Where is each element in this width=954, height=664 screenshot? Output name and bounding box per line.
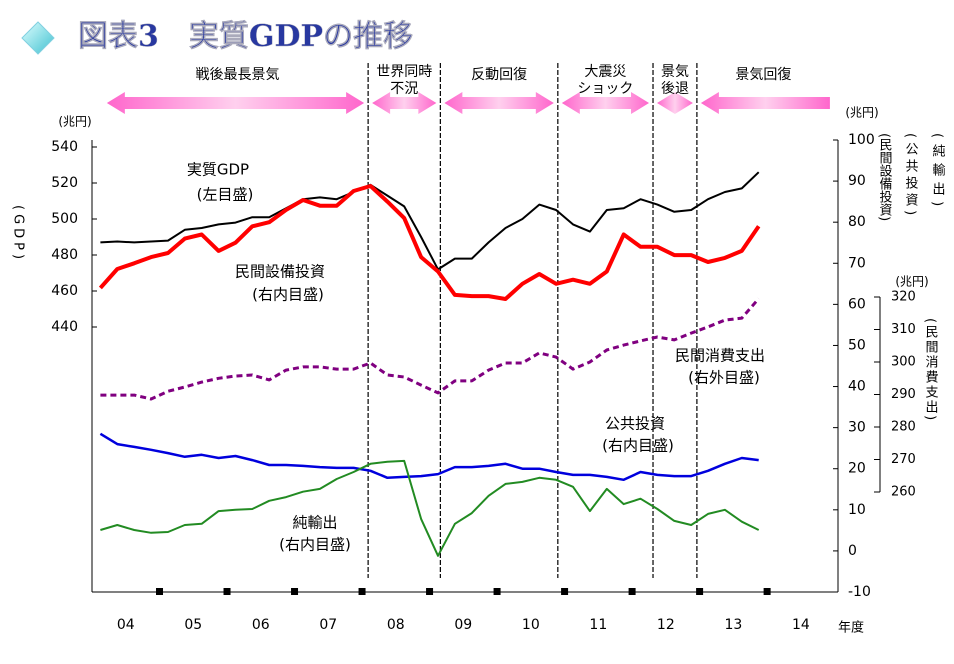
y2-label: (純輸出) — [930, 133, 946, 212]
y3-tick-label: 300 — [891, 355, 916, 370]
period-label: 世界同時 — [376, 64, 432, 80]
y-tick-label: 480 — [51, 247, 78, 263]
x-tick-label: 04 — [117, 617, 135, 633]
y3-label: (民間消費支出) — [923, 318, 939, 422]
period-arrow — [106, 92, 365, 114]
x-tick — [358, 588, 366, 595]
x-tick — [223, 588, 231, 595]
y2-unit: (兆円) — [845, 106, 878, 120]
x-tick-label: 08 — [387, 617, 405, 633]
x-tick — [493, 588, 501, 595]
x-tick — [156, 588, 164, 595]
x-tick — [763, 588, 771, 595]
y-tick-label: 440 — [51, 319, 78, 335]
y3-tick-label: 280 — [891, 420, 916, 435]
y3-unit: (兆円) — [895, 275, 928, 289]
period-label: 景気 — [661, 64, 689, 80]
y2-tick-label: 90 — [848, 173, 866, 189]
y-tick-label: 520 — [51, 175, 78, 191]
series-label: 実質GDP — [187, 161, 249, 179]
series-line — [99, 432, 759, 482]
x-tick-label: 07 — [319, 617, 337, 633]
period-label: 景気回復 — [735, 66, 791, 83]
chart-title: 図表3 実質GDPの推移 — [78, 19, 413, 54]
x-tick-label: 06 — [252, 617, 270, 633]
y2-tick-label: 50 — [848, 337, 866, 353]
y3-tick-label: 270 — [891, 452, 916, 467]
series-scale-note: (右内目盛) — [252, 286, 324, 304]
y3-tick-label: 290 — [891, 387, 916, 402]
series-label: 民間消費支出 — [675, 347, 765, 365]
y2-tick-label: 60 — [848, 296, 866, 312]
period-label: 後退 — [661, 81, 689, 97]
y2-tick-label: 30 — [848, 420, 866, 436]
series-line — [100, 171, 760, 271]
period-arrow — [372, 92, 437, 114]
series-label: 民間設備投資 — [235, 263, 325, 281]
y2-tick-label: 0 — [848, 543, 857, 559]
x-tick — [696, 588, 704, 595]
y-tick-label: 500 — [51, 211, 78, 227]
x-tick — [561, 588, 569, 595]
period-arrow — [561, 92, 650, 114]
period-label: 大震災 — [584, 64, 626, 80]
x-tick-label: 13 — [724, 617, 742, 633]
x-tick-label: 09 — [454, 617, 472, 633]
period-arrow — [700, 92, 830, 114]
x-tick — [426, 588, 434, 595]
y2-tick-label: 10 — [848, 502, 866, 518]
y2-tick-label: 40 — [848, 379, 866, 395]
title-icon — [21, 21, 55, 55]
series-label: 純輸出 — [292, 514, 337, 532]
series-scale-note: (左目盛) — [197, 186, 254, 204]
y-unit: (兆円) — [58, 115, 91, 129]
y-tick-label: 540 — [51, 139, 78, 155]
period-arrow — [657, 92, 693, 114]
y2-tick-label: 100 — [848, 132, 875, 148]
y-label: (GDP) — [11, 205, 26, 263]
y3-tick-label: 260 — [891, 485, 916, 500]
y-tick-label: 460 — [51, 283, 78, 299]
y2-label: (公共投資) — [903, 133, 919, 219]
period-arrow — [444, 92, 554, 114]
series-line — [100, 459, 760, 557]
x-tick-label: 11 — [589, 617, 607, 633]
y2-tick-label: -10 — [848, 584, 871, 600]
series-line — [100, 297, 760, 401]
series-scale-note: (右外目盛) — [688, 369, 760, 387]
period-label: 不況 — [390, 81, 418, 97]
y3-tick-label: 320 — [891, 290, 916, 305]
period-label: ショック — [577, 81, 633, 97]
series-line — [98, 184, 761, 301]
series-scale-note: (右内目盛) — [279, 536, 351, 554]
y2-tick-label: 80 — [848, 214, 866, 230]
x-tick-label: 05 — [184, 617, 202, 633]
x-tick-label: 14 — [792, 617, 810, 633]
x-tick — [628, 588, 636, 595]
y2-label: (民間設備投資) — [877, 133, 893, 221]
y2-tick-label: 20 — [848, 461, 866, 477]
y2-tick-label: 70 — [848, 255, 866, 271]
y3-tick-label: 310 — [891, 322, 916, 337]
x-label: 年度 — [838, 620, 864, 636]
x-tick — [291, 588, 299, 595]
x-tick-label: 12 — [657, 617, 675, 633]
period-label: 反動回復 — [471, 66, 527, 83]
series-label: 公共投資 — [605, 415, 665, 433]
x-tick-label: 10 — [522, 617, 540, 633]
series-scale-note: (右内目盛) — [602, 437, 674, 455]
period-label: 戦後最長景気 — [195, 67, 279, 83]
